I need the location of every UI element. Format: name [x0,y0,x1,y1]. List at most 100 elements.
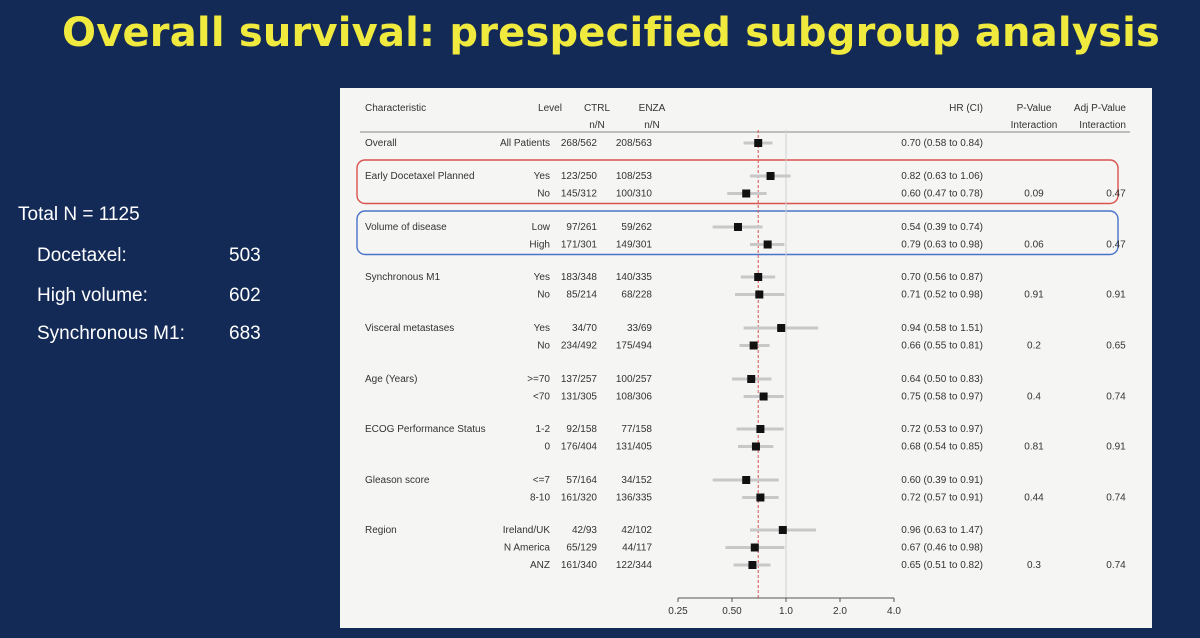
ctrl-count: 42/93 [572,525,597,536]
highlight-box-volume [356,210,1119,256]
hr-ci-text: 0.65 (0.51 to 0.82) [901,560,983,571]
hazard-ratio-marker [763,240,772,249]
enza-count: 34/152 [621,475,652,486]
hr-ci-text: 0.79 (0.63 to 0.98) [901,240,983,251]
level-label: Low [532,222,551,233]
hr-ci-text: 0.75 (0.58 to 0.97) [901,392,983,403]
enza-count: 108/306 [616,392,653,403]
level-label: 1-2 [536,424,551,435]
adjusted-interaction-pvalue: 0.65 [1106,341,1126,352]
level-label: High [529,240,550,251]
ctrl-count: 145/312 [561,189,598,200]
enza-count: 175/494 [616,341,653,352]
header-adj-pvalue: Adj P-Value [1074,103,1127,114]
interaction-pvalue: 0.3 [1027,560,1041,571]
hr-ci-text: 0.66 (0.55 to 0.81) [901,341,983,352]
header-pvalue-sub: Interaction [1011,120,1058,131]
hazard-ratio-marker [755,290,764,299]
forest-plot-panel: Characteristic Level CTRL n/N ENZA n/N HR (CI)… [340,88,1152,628]
high-volume-value: 602 [229,285,261,306]
level-label: No [537,341,550,352]
characteristic-label: Early Docetaxel Planned [365,171,475,182]
ctrl-count: 161/340 [561,560,598,571]
hr-ci-text: 0.60 (0.39 to 0.91) [901,475,983,486]
hr-ci-text: 0.67 (0.46 to 0.98) [901,543,983,554]
level-label: 0 [544,442,550,453]
interaction-pvalue: 0.06 [1024,240,1044,251]
hr-ci-text: 0.94 (0.58 to 1.51) [901,323,983,334]
interaction-pvalue: 0.4 [1027,392,1041,403]
enza-count: 208/563 [616,138,653,149]
highlight-box-docetaxel [356,159,1119,205]
header-enza: ENZA [639,103,666,114]
level-label: N America [504,543,551,554]
ctrl-count: 131/305 [561,392,598,403]
hazard-ratio-marker [756,493,765,502]
header-enza-sub: n/N [644,120,660,131]
hazard-ratio-marker [766,172,775,180]
hazard-ratio-marker [754,139,763,147]
header-level: Level [538,103,562,114]
hr-ci-text: 0.71 (0.52 to 0.98) [901,290,983,301]
level-label: No [537,290,550,301]
enza-count: 59/262 [621,222,652,233]
enza-count: 136/335 [616,493,653,504]
hazard-ratio-marker [750,543,759,552]
level-label: All Patients [500,138,550,149]
hazard-ratio-marker [751,442,760,451]
enza-count: 68/228 [621,290,652,301]
enza-count: 122/344 [616,560,653,571]
header-hr: HR (CI) [949,103,983,114]
hr-ci-text: 0.60 (0.47 to 0.78) [901,189,983,200]
enza-count: 131/405 [616,442,653,453]
ctrl-count: 171/301 [561,240,598,251]
enza-count: 44/117 [622,543,652,554]
hazard-ratio-marker [777,324,786,332]
level-label: <70 [533,392,550,403]
adjusted-interaction-pvalue: 0.91 [1106,290,1126,301]
total-n-label: Total N = 1125 [18,204,140,225]
docetaxel-label: Docetaxel: [37,245,127,266]
characteristic-label: Age (Years) [365,374,417,385]
adjusted-interaction-pvalue: 0.74 [1106,493,1126,504]
ctrl-count: 268/562 [561,138,598,149]
hr-ci-text: 0.64 (0.50 to 0.83) [901,374,983,385]
characteristic-label: Overall [365,138,397,149]
level-label: ANZ [530,560,550,571]
hr-ci-text: 0.82 (0.63 to 1.06) [901,171,983,182]
adjusted-interaction-pvalue: 0.47 [1106,240,1126,251]
hazard-ratio-marker [749,341,758,350]
hazard-ratio-marker [742,476,751,484]
synchronous-m1-value: 683 [229,323,261,344]
x-tick-label: 0.50 [722,606,742,617]
ctrl-count: 85/214 [566,290,597,301]
interaction-pvalue: 0.09 [1024,189,1044,200]
hazard-ratio-marker [748,561,757,569]
characteristic-label: Visceral metastases [365,323,454,334]
level-label: Yes [534,272,550,283]
interaction-pvalue: 0.81 [1024,442,1044,453]
enza-count: 100/257 [616,374,653,385]
hr-ci-text: 0.72 (0.57 to 0.91) [901,493,983,504]
enza-count: 149/301 [616,240,653,251]
interaction-pvalue: 0.91 [1024,290,1044,301]
interaction-pvalue: 0.2 [1027,341,1041,352]
synchronous-m1-label: Synchronous M1: [37,323,185,344]
enza-count: 108/253 [616,171,653,182]
ctrl-count: 161/320 [561,493,598,504]
header-ctrl: CTRL [584,103,611,114]
enza-count: 140/335 [616,272,653,283]
x-tick-label: 0.25 [668,606,688,617]
level-label: <=7 [533,475,551,486]
header-pvalue: P-Value [1017,103,1052,114]
adjusted-interaction-pvalue: 0.47 [1106,189,1126,200]
ctrl-count: 57/164 [566,475,597,486]
hazard-ratio-marker [742,189,751,198]
enza-count: 77/158 [621,424,652,435]
hr-ci-text: 0.72 (0.53 to 0.97) [901,424,983,435]
hazard-ratio-marker [733,223,742,231]
ctrl-count: 183/348 [561,272,598,283]
ctrl-count: 34/70 [572,323,597,334]
ctrl-count: 65/129 [566,543,597,554]
adjusted-interaction-pvalue: 0.91 [1106,442,1126,453]
